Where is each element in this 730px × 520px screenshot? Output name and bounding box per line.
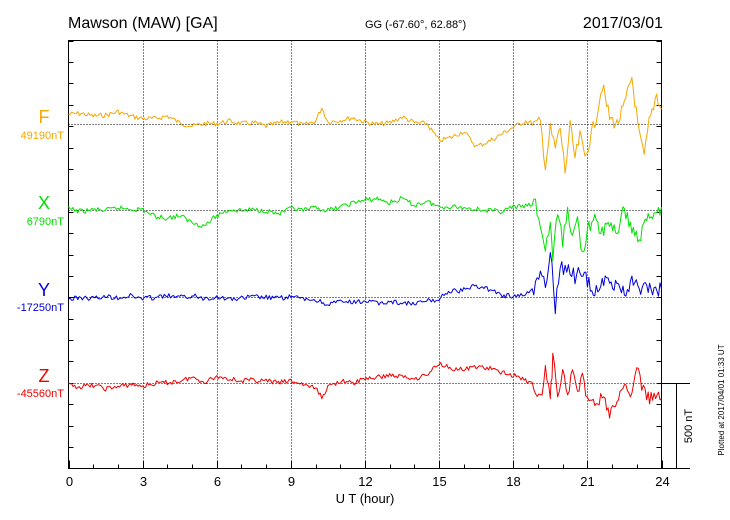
series-name-z: Z [39,366,50,386]
series-line-x [68,196,662,262]
x-tick-label: 15 [432,474,446,489]
x-tick-label: 6 [214,474,221,489]
plotted-timestamp: Plotted at 2017/04/01 01:33 UT [717,344,726,455]
grid [68,40,662,469]
series-labels: F 49190nT X 6790nT Y -17250nT Z -45560nT [17,107,64,400]
series-line-y [68,252,662,315]
axis-ticks: 0 3 6 9 12 15 18 21 24 [66,41,670,489]
x-tick-label: 18 [506,474,520,489]
series-line-z [68,352,662,419]
series-line-f [68,76,662,174]
x-tick-label: 3 [140,474,147,489]
x-axis-title: U T (hour) [336,491,395,506]
baseline-value-x: 6790nT [27,216,65,228]
x-tick-label: 0 [66,474,73,489]
x-tick-label: 21 [580,474,594,489]
series-name-x: X [38,193,50,213]
series-name-f: F [39,107,50,127]
series-name-y: Y [38,280,50,300]
baseline-value-f: 49190nT [21,130,65,142]
coordinates-label: GG (-67.60°, 62.88°) [365,19,466,31]
x-tick-label: 24 [655,474,669,489]
baseline-value-y: -17250nT [17,302,64,314]
series-group [68,76,662,419]
station-title: Mawson (MAW) [GA] [68,15,218,32]
baseline-value-z: -45560nT [17,388,64,400]
scale-bar-label: 500 nT [683,409,695,444]
scale-bar: 500 nT [662,383,695,469]
date-label: 2017/03/01 [583,15,663,32]
x-tick-label: 9 [288,474,295,489]
x-tick-label: 12 [358,474,372,489]
